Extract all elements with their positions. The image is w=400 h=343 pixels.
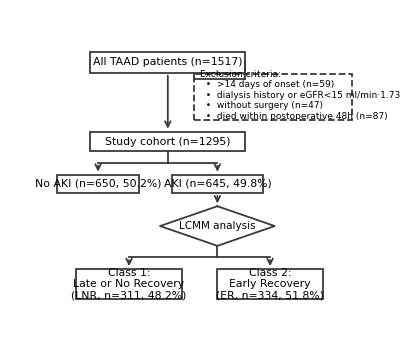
Text: AKI (n=645, 49.8%): AKI (n=645, 49.8%) [164,179,271,189]
Text: LCMM analysis: LCMM analysis [179,221,256,231]
FancyBboxPatch shape [194,73,352,120]
Polygon shape [160,206,275,246]
FancyBboxPatch shape [172,175,263,193]
Text: All TAAD patients (n=1517): All TAAD patients (n=1517) [93,57,242,67]
FancyBboxPatch shape [90,52,245,73]
Text: No AKI (n=650, 50.2%): No AKI (n=650, 50.2%) [35,179,161,189]
FancyBboxPatch shape [57,175,139,193]
FancyBboxPatch shape [90,132,245,151]
Text: Class 1:
Late or No Recovery
(LNR, n=311, 48.2%): Class 1: Late or No Recovery (LNR, n=311… [71,268,187,301]
FancyBboxPatch shape [76,269,182,299]
Text: Class 2:
Early Recovery
(ER, n=334, 51.8%): Class 2: Early Recovery (ER, n=334, 51.8… [216,268,324,301]
Text: Exclusion criteria:
  •  >14 days of onset (n=59)
  •  dialysis history or eGFR<: Exclusion criteria: • >14 days of onset … [200,70,400,121]
Text: Study cohort (n=1295): Study cohort (n=1295) [105,137,230,146]
FancyBboxPatch shape [218,269,323,299]
